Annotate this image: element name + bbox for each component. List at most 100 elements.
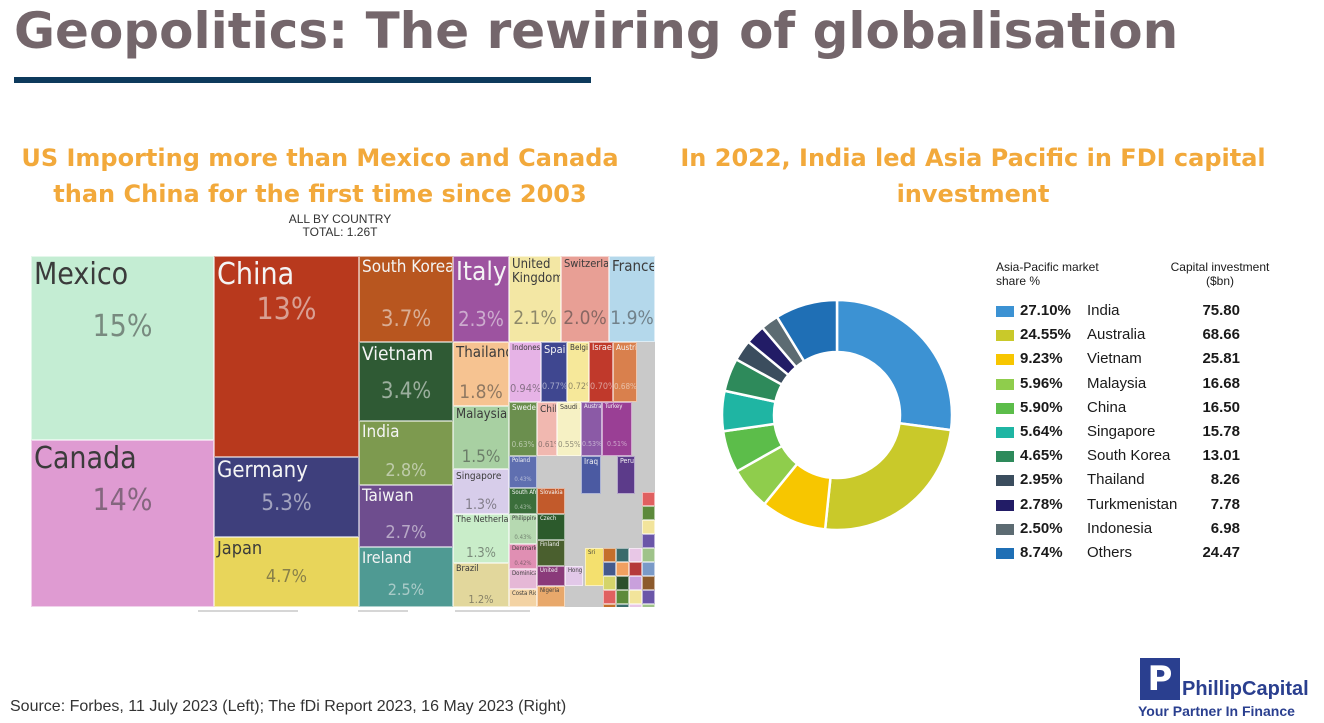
treemap-tile-south-korea: South Korea 3.7% [359,256,453,342]
treemap-tile-small [629,590,642,604]
legend-capital: 25.81 [1202,350,1240,368]
left-chart-heading-line-2: than China for the first time since 2003 [53,180,587,208]
treemap-tile-australia: Australia 0.53% [581,402,602,456]
legend-share: 24.55% [1020,326,1071,344]
legend-row-south-korea: 4.65% South Korea 13.01 [996,447,1256,467]
treemap-tile-label: Mexico [34,257,129,292]
treemap-tile-small [629,576,642,590]
treemap-tile-france: France 1.9% [609,256,655,342]
treemap-tile-label: Ireland [362,548,412,567]
treemap-tile-label: Iraq [584,457,599,466]
legend-country: Malaysia [1087,374,1147,392]
treemap-tile-small [603,590,616,604]
treemap-tile-label: United [540,567,558,574]
treemap-tile-small [642,506,655,520]
legend-share: 2.50% [1020,519,1063,537]
legend-row-indonesia: 2.50% Indonesia 6.98 [996,520,1256,540]
treemap-tile-small [629,604,642,607]
treemap-tile-label: Sweden [512,403,536,412]
treemap-tile-small [642,590,655,604]
treemap-tile-label: Czech [540,515,557,522]
legend-swatch [996,306,1014,317]
treemap-tile-hong: Hong [565,566,583,586]
legend-row-malaysia: 5.96% Malaysia 16.68 [996,375,1256,395]
treemap-tile-value: 1.2% [468,593,494,606]
treemap-scroll-bar [198,610,298,612]
treemap-tile-label: Indonesia [512,343,541,352]
legend-country: Vietnam [1087,350,1142,368]
treemap-tile-value: 1.3% [465,497,497,513]
treemap-tile-small [642,576,655,590]
legend-capital: 68.66 [1202,326,1240,344]
logo-mark: P [1140,658,1180,700]
legend-country: Others [1087,544,1133,561]
treemap-tile-value: 3.7% [380,307,432,332]
treemap-tile-label: Hong [568,567,583,574]
treemap-tile-label: Philippines [512,515,536,522]
treemap-tile-israel: Israel 0.70% [589,342,613,402]
treemap-tile-label: Finland [540,541,560,548]
right-chart-heading-line-1: In 2022, India led Asia Pacific in FDI c… [680,144,1266,172]
legend-header-share: Asia-Pacific market share % [996,260,1136,288]
treemap-tile-label: Peru [620,457,635,465]
treemap-tile-germany: Germany 5.3% [214,457,359,537]
treemap-subtitle: ALL BY COUNTRY [288,212,392,226]
legend-swatch [996,427,1014,438]
treemap-tile-brazil: Brazil 1.2% [453,563,509,607]
treemap-tile-value: 1.8% [459,381,503,403]
legend-row-turkmenistan: 2.78% Turkmenistan 7.78 [996,496,1256,516]
treemap-tile-value: 2.0% [563,307,607,329]
treemap-tile-small [603,548,616,562]
legend-country: Turkmenistan [1087,495,1178,513]
treemap-tile-malaysia: Malaysia 1.5% [453,406,509,469]
treemap-tile-slovakia: Slovakia [537,488,565,514]
legend-capital: 6.98 [1210,519,1240,537]
treemap-tile-small [603,562,616,576]
treemap-tile-label: China [217,257,295,292]
treemap-tile-label: Vietnam [362,343,434,365]
treemap-tile-label: France [612,257,655,275]
treemap-tile-sri: Sri [585,548,605,586]
treemap-tile-india: India 2.8% [359,421,453,485]
logo-mark-letter: P [1147,659,1173,699]
treemap-tile-value: 0.68% [614,382,637,391]
source-note: Source: Forbes, 11 July 2023 (Left); The… [10,698,567,715]
donut-slice-australia [823,421,953,532]
treemap-tile-label: India [362,422,400,442]
treemap-tile-small [616,576,629,590]
treemap-tile-label: Singapore [456,471,502,482]
treemap-tile-the-netherlands: The Netherlands 1.3% [453,514,509,563]
treemap-tile-value: 0.94% [510,382,541,395]
treemap-scroll-bar [358,610,408,612]
treemap-tile-label: Austria [616,343,637,352]
treemap-tile-value: 0.77% [542,382,567,392]
treemap-tile-small [642,604,655,607]
treemap-tile-small [642,562,655,576]
treemap-tile-small [603,604,616,607]
treemap-tile-small [616,562,629,576]
legend-swatch [996,402,1014,414]
phillipcapital-logo: P PhillipCapital Your Partner In Finance [1138,656,1324,720]
treemap-tile-singapore: Singapore 1.3% [453,469,509,514]
treemap-tile-value: 3.4% [380,379,432,404]
legend-share: 8.74% [1020,544,1063,561]
legend-capital: 13.01 [1202,447,1240,465]
legend-row-thailand: 2.95% Thailand 8.26 [996,471,1256,491]
treemap-tile-finland: Finland [537,540,565,566]
legend-row-china: 5.90% China 16.50 [996,399,1256,419]
treemap-tile-label: Poland [512,457,530,464]
treemap-tile-indonesia: Indonesia 0.94% [509,342,541,402]
treemap-tile-value: 0.43% [514,534,532,541]
treemap-tile-value: 5.3% [261,491,312,516]
treemap-tile-switzerland: Switzerland 2.0% [561,256,609,342]
treemap-tile-label: Denmark [512,545,537,552]
treemap-tile-label: Thailand [456,343,509,361]
treemap-tile-japan: Japan 4.7% [214,537,359,607]
treemap-tile-small [629,548,642,562]
treemap-tile-vietnam: Vietnam 3.4% [359,342,453,421]
treemap-tile-small [603,576,616,590]
treemap-tile-value: 1.3% [466,546,496,561]
legend-country: Thailand [1087,471,1145,489]
treemap-tile-philippines: Philippines 0.43% [509,514,537,544]
treemap-tile-value: 2.5% [387,580,425,599]
